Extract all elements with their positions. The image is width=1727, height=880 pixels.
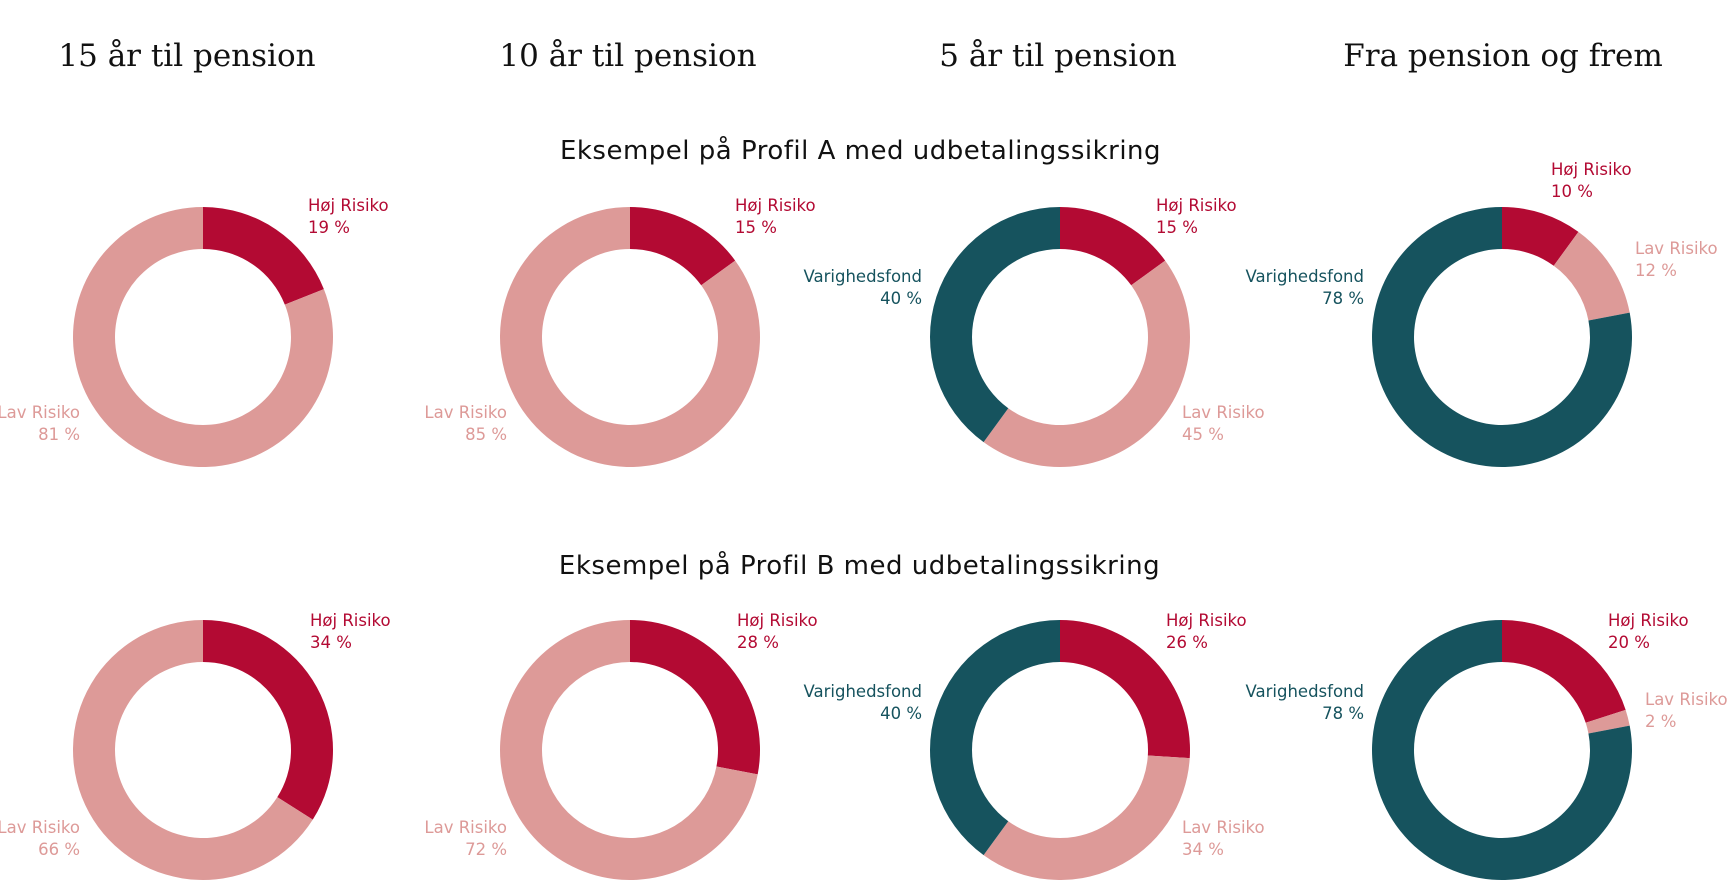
donut-chart-r2-c2: Høj Risiko 28 % Lav Risiko 72 % xyxy=(424,611,818,880)
slice-name: Lav Risiko xyxy=(0,403,80,422)
slice-value: 15 % xyxy=(1156,218,1198,237)
slice-value: 85 % xyxy=(465,425,507,444)
slice-label-lav-risiko: Lav Risiko 12 % xyxy=(1635,239,1718,280)
profile-b-title: Eksempel på Profil B med udbetalingssikr… xyxy=(558,551,1161,581)
slice-value: 26 % xyxy=(1166,633,1208,652)
slice-value: 34 % xyxy=(310,633,352,652)
slice-name: Lav Risiko xyxy=(1182,403,1265,422)
slice-hoj-risiko xyxy=(630,207,736,286)
slice-value: 78 % xyxy=(1322,704,1364,723)
slice-label-hoj-risiko: Høj Risiko 15 % xyxy=(735,196,816,237)
slice-lav-risiko xyxy=(983,260,1190,468)
column-header-10-years: 10 år til pension xyxy=(499,38,757,74)
slice-lav-risiko xyxy=(72,620,313,880)
slice-name: Varighedsfond xyxy=(804,267,922,286)
slice-value: 40 % xyxy=(880,704,922,723)
donut-chart-r1-c2: Høj Risiko 15 % Lav Risiko 85 % xyxy=(424,196,816,467)
slice-label-varighedsfond: Varighedsfond 78 % xyxy=(1246,267,1364,308)
slice-label-hoj-risiko: Høj Risiko 34 % xyxy=(310,611,391,652)
profile-a-title: Eksempel på Profil A med udbetalingssikr… xyxy=(559,136,1162,166)
slice-name: Lav Risiko xyxy=(0,818,80,837)
slice-hoj-risiko xyxy=(1502,207,1579,266)
slice-hoj-risiko xyxy=(203,207,324,305)
donut-chart-r2-c4: Høj Risiko 20 % Lav Risiko 2 % Varighedsfond… xyxy=(1246,611,1727,880)
slice-label-hoj-risiko: Høj Risiko 10 % xyxy=(1551,160,1632,201)
slice-name: Høj Risiko xyxy=(1166,611,1247,630)
slice-value: 20 % xyxy=(1608,633,1650,652)
slice-name: Varighedsfond xyxy=(1246,267,1364,286)
slice-value: 34 % xyxy=(1182,840,1224,859)
slice-hoj-risiko xyxy=(630,620,760,775)
slice-hoj-risiko xyxy=(1060,620,1191,759)
column-header-5-years: 5 år til pension xyxy=(939,38,1177,74)
slice-label-hoj-risiko: Høj Risiko 28 % xyxy=(737,611,818,652)
slice-name: Høj Risiko xyxy=(735,196,816,215)
slice-value: 19 % xyxy=(308,218,350,237)
slice-value: 28 % xyxy=(737,633,779,652)
slice-lav-risiko xyxy=(983,755,1190,880)
slice-lav-risiko xyxy=(500,620,758,880)
slice-name: Høj Risiko xyxy=(308,196,389,215)
slice-varighedsfond xyxy=(1372,620,1633,880)
slice-varighedsfond xyxy=(930,620,1060,856)
slice-name: Lav Risiko xyxy=(1645,690,1727,709)
slice-label-lav-risiko: Lav Risiko 45 % xyxy=(1182,403,1265,444)
slice-label-varighedsfond: Varighedsfond 40 % xyxy=(804,682,922,723)
slice-name: Lav Risiko xyxy=(1635,239,1718,258)
slice-value: 40 % xyxy=(880,289,922,308)
donut-chart-r1-c1: Høj Risiko 19 % Lav Risiko 81 % xyxy=(0,196,389,467)
slice-name: Lav Risiko xyxy=(424,818,507,837)
slice-name: Varighedsfond xyxy=(1246,682,1364,701)
slice-name: Høj Risiko xyxy=(737,611,818,630)
slice-label-hoj-risiko: Høj Risiko 19 % xyxy=(308,196,389,237)
slice-varighedsfond xyxy=(1372,207,1633,468)
slice-label-lav-risiko: Lav Risiko 34 % xyxy=(1182,818,1265,859)
slice-value: 10 % xyxy=(1551,182,1593,201)
slice-value: 78 % xyxy=(1322,289,1364,308)
slice-hoj-risiko xyxy=(1060,207,1166,286)
slice-value: 66 % xyxy=(38,840,80,859)
slice-label-hoj-risiko: Høj Risiko 20 % xyxy=(1608,611,1689,652)
slice-label-varighedsfond: Varighedsfond 40 % xyxy=(804,267,922,308)
slice-label-lav-risiko: Lav Risiko 81 % xyxy=(0,403,80,444)
slice-varighedsfond xyxy=(930,207,1060,443)
slice-value: 2 % xyxy=(1645,712,1676,731)
slice-value: 72 % xyxy=(465,840,507,859)
slice-label-varighedsfond: Varighedsfond 78 % xyxy=(1246,682,1364,723)
slice-value: 45 % xyxy=(1182,425,1224,444)
slice-name: Høj Risiko xyxy=(310,611,391,630)
slice-label-lav-risiko: Lav Risiko 72 % xyxy=(424,818,507,859)
slice-label-hoj-risiko: Høj Risiko 26 % xyxy=(1166,611,1247,652)
column-header-15-years: 15 år til pension xyxy=(58,38,316,74)
slice-name: Høj Risiko xyxy=(1608,611,1689,630)
slice-lav-risiko xyxy=(73,207,333,467)
slice-label-hoj-risiko: Høj Risiko 15 % xyxy=(1156,196,1237,237)
slice-hoj-risiko xyxy=(1502,620,1626,723)
slice-name: Lav Risiko xyxy=(424,403,507,422)
slice-lav-risiko xyxy=(1553,231,1630,321)
donut-chart-r2-c1: Høj Risiko 34 % Lav Risiko 66 % xyxy=(0,611,391,880)
donut-chart-r1-c3: Høj Risiko 15 % Lav Risiko 45 % Varighedsfon… xyxy=(804,196,1265,468)
slice-label-lav-risiko: Lav Risiko 85 % xyxy=(424,403,507,444)
donut-chart-r2-c3: Høj Risiko 26 % Lav Risiko 34 % Varighedsfon… xyxy=(804,611,1265,880)
slice-value: 81 % xyxy=(38,425,80,444)
slice-label-lav-risiko: Lav Risiko 66 % xyxy=(0,818,80,859)
slice-name: Høj Risiko xyxy=(1156,196,1237,215)
slice-name: Varighedsfond xyxy=(804,682,922,701)
column-header-from-pension: Fra pension og frem xyxy=(1343,38,1663,74)
slice-value: 15 % xyxy=(735,218,777,237)
slice-name: Lav Risiko xyxy=(1182,818,1265,837)
slice-value: 12 % xyxy=(1635,261,1677,280)
slice-name: Høj Risiko xyxy=(1551,160,1632,179)
donut-chart-r1-c4: Høj Risiko 10 % Lav Risiko 12 % Varighedsfon… xyxy=(1246,160,1718,468)
slice-label-lav-risiko: Lav Risiko 2 % xyxy=(1645,690,1727,731)
slice-lav-risiko xyxy=(1585,709,1630,734)
slice-lav-risiko xyxy=(499,207,760,467)
slice-hoj-risiko xyxy=(203,620,333,820)
